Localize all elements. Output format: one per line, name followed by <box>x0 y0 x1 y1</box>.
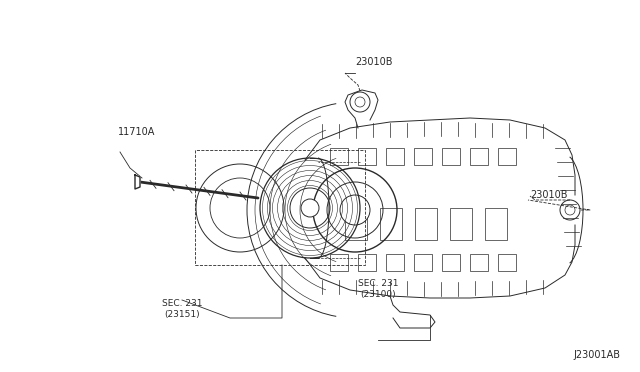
Circle shape <box>340 195 370 225</box>
Bar <box>380 208 402 240</box>
Bar <box>330 254 348 271</box>
Text: (23100): (23100) <box>360 291 396 299</box>
Bar <box>442 148 460 165</box>
Bar <box>498 254 516 271</box>
Bar <box>470 254 488 271</box>
Text: 23010B: 23010B <box>530 190 568 200</box>
Text: (23151): (23151) <box>164 311 200 320</box>
Text: J23001AB: J23001AB <box>573 350 620 360</box>
Bar <box>386 148 404 165</box>
Bar <box>358 254 376 271</box>
Bar <box>415 208 437 240</box>
Circle shape <box>301 199 319 217</box>
Text: 11710A: 11710A <box>118 127 156 137</box>
Bar <box>485 208 507 240</box>
Text: SEC. 231: SEC. 231 <box>162 299 202 308</box>
Bar <box>330 148 348 165</box>
Bar <box>498 148 516 165</box>
Text: 23010B: 23010B <box>355 57 392 67</box>
Bar <box>358 148 376 165</box>
Bar <box>414 254 432 271</box>
Bar <box>195 150 365 265</box>
Bar <box>470 148 488 165</box>
Polygon shape <box>135 175 140 189</box>
Bar <box>442 254 460 271</box>
Bar <box>386 254 404 271</box>
Text: SEC. 231: SEC. 231 <box>358 279 398 289</box>
Bar <box>414 148 432 165</box>
Bar <box>450 208 472 240</box>
Bar <box>345 208 367 240</box>
